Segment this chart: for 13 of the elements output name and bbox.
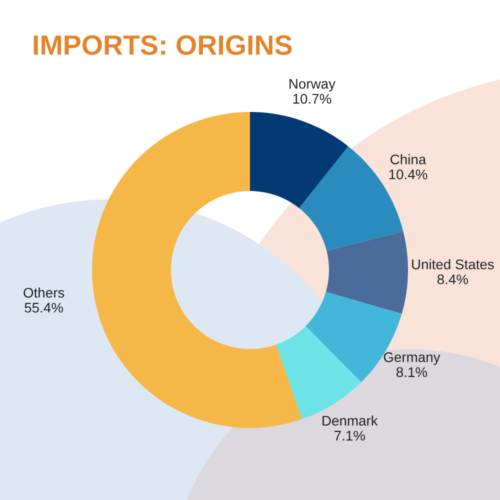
data-label: 8.4% [437,274,468,284]
slice-label: Norway [290,79,336,92]
slice-label: Others [24,287,64,298]
chart-title: IMPORTS: ORIGINS [34,35,292,55]
slice-label: Germany [384,352,440,365]
data-label: 7.1% [334,430,365,441]
data-label: 10.4% [389,169,428,180]
slice-label: China [390,154,426,164]
data-label: 55.4% [24,302,64,313]
data-label: 8.1% [396,367,428,378]
slice-label: United States [412,259,494,270]
slice-label: Denmark [322,415,378,426]
data-label: 10.7% [293,94,332,104]
